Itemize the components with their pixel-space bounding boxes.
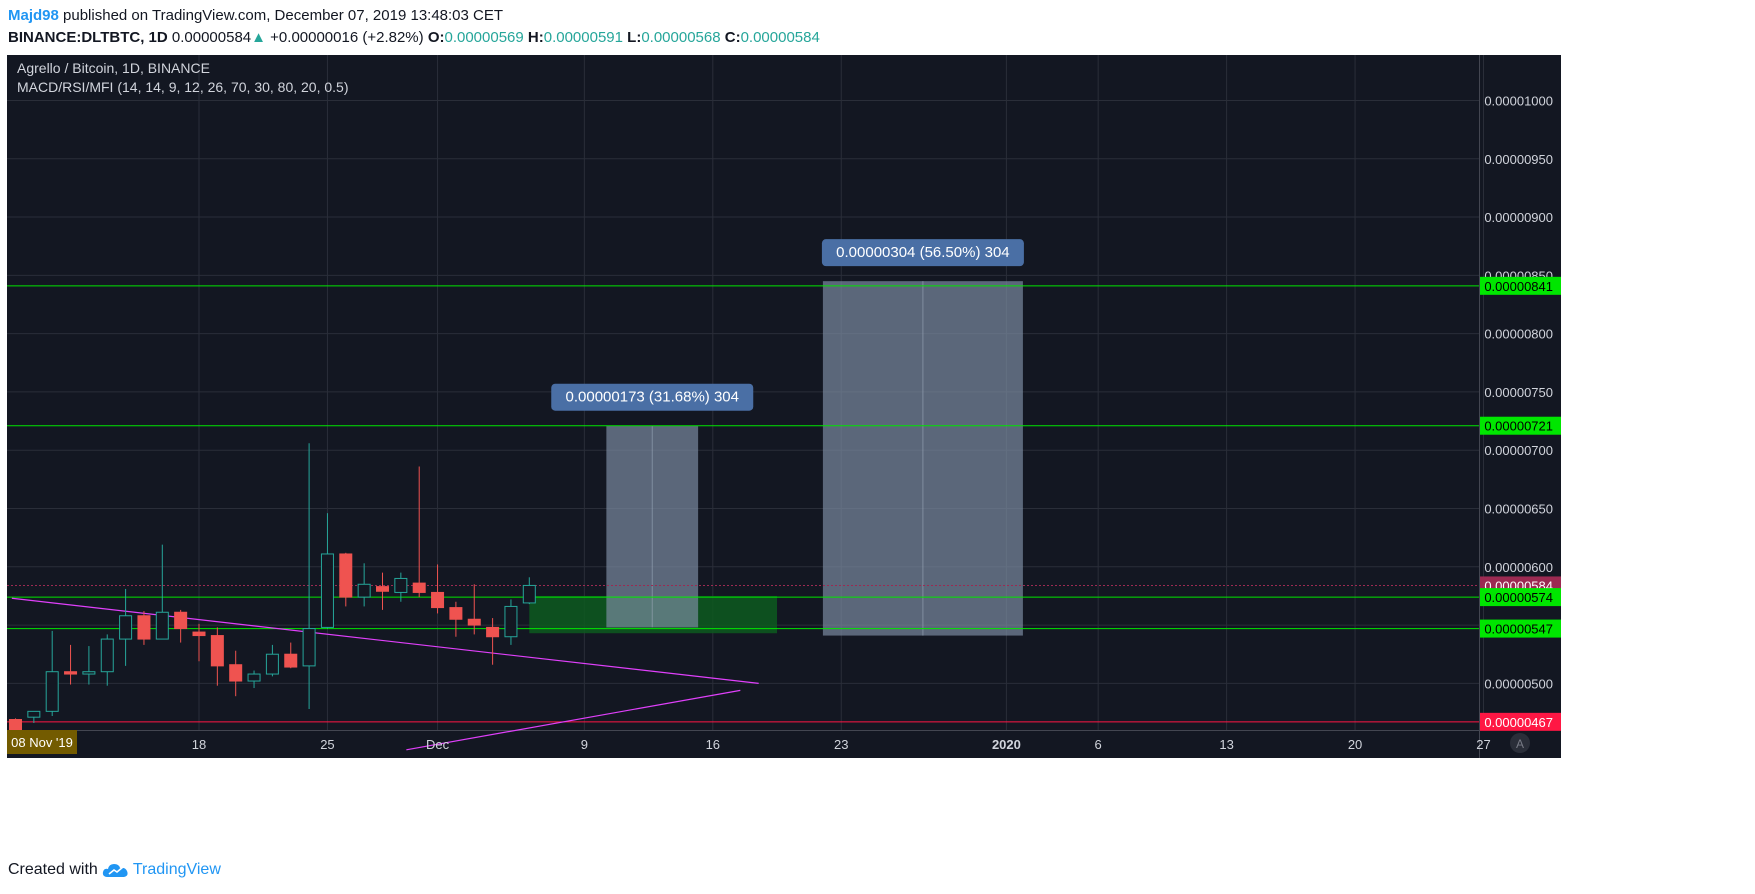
auto-scale-button[interactable] — [1510, 733, 1530, 753]
auto-scale-label: A — [1516, 737, 1524, 751]
low-label: L: — [627, 29, 642, 46]
publish-line: Majd98 published on TradingView.com, Dec… — [8, 7, 503, 24]
candle-body — [339, 553, 353, 598]
candle-body — [82, 671, 96, 675]
price-tag — [1480, 619, 1561, 638]
candle-body — [64, 671, 78, 675]
measure-label-box — [551, 383, 754, 411]
y-tick-label: 0.00000950 — [1484, 152, 1553, 167]
candle-body — [504, 605, 518, 638]
published-text: published on TradingView.com, December 0… — [63, 7, 504, 24]
price-chart[interactable]: 0.00000173 (31.68%) 304 0.00000304 (56.50… — [7, 55, 1561, 758]
candle-body — [155, 611, 169, 640]
candle-body — [357, 583, 371, 598]
price-tag-label: 0.00000721 — [1484, 419, 1553, 434]
tradingview-brand[interactable]: TradingView — [102, 861, 221, 879]
candle-body — [284, 653, 298, 668]
symbol-name: BINANCE:DLTBTC, 1D — [8, 29, 168, 46]
candle-body — [229, 664, 243, 682]
candle-body — [449, 607, 463, 620]
candle-body — [247, 673, 261, 682]
up-arrow-icon: ▲ — [251, 29, 266, 46]
close-value: 0.00000584 — [740, 29, 820, 46]
y-tick-label: 0.00000600 — [1484, 560, 1553, 575]
start-date-label: 08 Nov '19 — [11, 735, 73, 750]
x-tick-label: 9 — [581, 737, 588, 752]
candle-body — [27, 710, 41, 718]
y-tick-label: 0.00001000 — [1484, 93, 1553, 108]
x-tick-label: 6 — [1095, 737, 1102, 752]
measure-label: 0.00000304 (56.50%) 304 — [836, 244, 1009, 261]
price-tag — [1480, 416, 1561, 435]
x-tick-label: 18 — [192, 737, 206, 752]
created-with-text: Created with — [8, 861, 98, 878]
candle-body — [174, 611, 188, 630]
x-tick-label: 23 — [834, 737, 848, 752]
trendline — [406, 689, 741, 751]
y-tick-label: 0.00000700 — [1484, 443, 1553, 458]
candle-body — [210, 635, 224, 667]
price-axis-panel — [1479, 55, 1561, 758]
open-value: 0.00000569 — [444, 29, 524, 46]
price-tag-label: 0.00000467 — [1484, 715, 1553, 730]
candle-body — [265, 653, 279, 675]
open-label: O: — [427, 29, 445, 46]
x-tick-label: 27 — [1476, 737, 1490, 752]
chart-background — [7, 55, 1561, 758]
close-label: C: — [724, 29, 741, 46]
candle-body — [412, 582, 426, 593]
measure-label-box — [821, 239, 1024, 267]
y-tick-label: 0.00000750 — [1484, 385, 1553, 400]
price-tag — [1480, 588, 1561, 607]
candle-body — [522, 584, 536, 604]
price-tag — [1480, 712, 1561, 731]
price-tag-label: 0.00000547 — [1484, 622, 1553, 637]
start-date-badge — [7, 730, 77, 754]
y-tick-label: 0.00000650 — [1484, 501, 1553, 516]
tradingview-cloud-icon — [102, 864, 128, 877]
footer: Created with TradingView — [8, 861, 221, 879]
last-price: 0.00000584 — [171, 29, 252, 46]
candle-body — [9, 719, 22, 731]
candle-body — [45, 671, 59, 712]
x-tick-label: 13 — [1219, 737, 1233, 752]
x-tick-label: 16 — [706, 737, 720, 752]
x-tick-label: 20 — [1348, 737, 1362, 752]
candle-body — [486, 626, 500, 638]
candle-body — [119, 615, 133, 640]
candle-body — [137, 615, 151, 640]
high-value: 0.00000591 — [543, 29, 623, 46]
candle-body — [431, 591, 445, 609]
x-tick-label: 2020 — [992, 737, 1021, 752]
author-link[interactable]: Majd98 — [8, 7, 59, 24]
indicator-label: MACD/RSI/MFI (14, 14, 9, 12, 26, 70, 30,… — [17, 79, 349, 95]
price-change: +0.00000016 (+2.82%) — [270, 29, 424, 46]
candle-body — [192, 631, 206, 637]
high-label: H: — [527, 29, 544, 46]
candle-body — [320, 553, 334, 628]
symbol-line: BINANCE:DLTBTC, 1D 0.00000584▲ +0.000000… — [8, 29, 820, 46]
y-tick-label: 0.00000800 — [1484, 327, 1553, 342]
candle-body — [394, 577, 408, 593]
price-tag-label: 0.00000574 — [1484, 590, 1553, 605]
trendline — [11, 597, 759, 684]
tradingview-label: TradingView — [132, 861, 221, 878]
x-tick-label: 25 — [320, 737, 334, 752]
measure-label: 0.00000173 (31.68%) 304 — [566, 389, 739, 406]
candle-body — [467, 618, 481, 626]
low-value: 0.00000568 — [641, 29, 721, 46]
candle-body — [302, 628, 316, 667]
price-tag — [1480, 276, 1561, 295]
candle-body — [100, 638, 114, 673]
candle-body — [376, 586, 389, 592]
price-tag-label: 0.00000841 — [1484, 279, 1553, 294]
y-tick-label: 0.00000500 — [1484, 676, 1553, 691]
y-tick-label: 0.00000900 — [1484, 210, 1553, 225]
x-tick-label: Dec — [426, 737, 450, 752]
chart-title: Agrello / Bitcoin, 1D, BINANCE — [17, 60, 210, 76]
